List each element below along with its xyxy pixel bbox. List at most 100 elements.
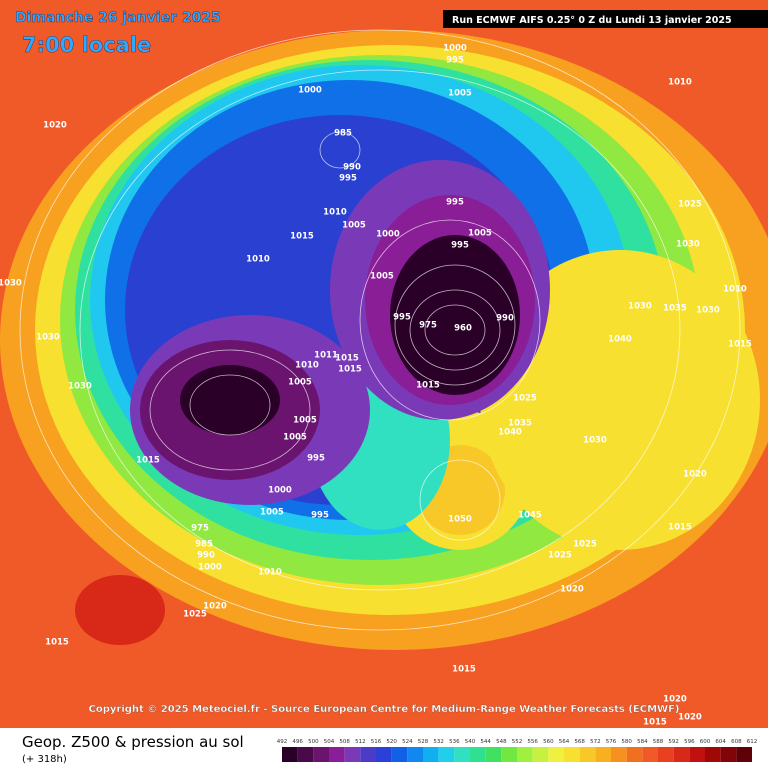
copyright: Copyright © 2025 Meteociel.fr - Source E… <box>89 704 680 715</box>
pressure-label: 1020 <box>683 470 707 480</box>
colorbar-band <box>407 747 423 762</box>
footer-title: Geop. Z500 & pression au sol <box>22 733 244 751</box>
pressure-label: 1035 <box>508 419 532 429</box>
colorbar-tick-label: 564 <box>559 739 570 745</box>
pressure-label: 1010 <box>323 208 347 218</box>
pressure-label: 1005 <box>342 221 366 231</box>
colorbar-tick-label: 532 <box>433 739 444 745</box>
pressure-label: 1040 <box>608 335 632 345</box>
pressure-label: 1030 <box>0 279 22 289</box>
pressure-label: 1000 <box>268 486 292 496</box>
colorbar-tick-label: 536 <box>449 739 460 745</box>
pressure-label: 1005 <box>370 272 394 282</box>
date-label: Dimanche 26 janvier 2025 <box>15 10 221 26</box>
pressure-label: 995 <box>451 241 469 251</box>
pressure-label: 1000 <box>198 563 222 573</box>
colorbar-band <box>564 747 580 762</box>
pressure-label: 1035 <box>663 304 687 314</box>
colorbar-tick-label: 556 <box>527 739 538 745</box>
colorbar-tick-label: 604 <box>715 739 726 745</box>
pressure-label: 1000 <box>376 230 400 240</box>
pressure-label: 1045 <box>518 511 542 521</box>
pressure-label: 1040 <box>498 428 522 438</box>
pressure-label: 1025 <box>513 394 537 404</box>
pressure-label: 1050 <box>448 515 472 525</box>
colorbar-tick-label: 560 <box>543 739 554 745</box>
colorbar-band <box>705 747 721 762</box>
colorbar-tick-label: 524 <box>402 739 413 745</box>
pressure-label: 1000 <box>443 44 467 54</box>
footer-lead: (+ 318h) <box>22 754 67 765</box>
colorbar-band <box>720 747 737 762</box>
pressure-labels: 1000995100510101000102098599099599510101… <box>0 44 752 728</box>
pressure-label: 1010 <box>723 285 747 295</box>
pressure-label: 995 <box>446 56 464 66</box>
pressure-label: 1015 <box>136 456 160 466</box>
pressure-label: 1030 <box>68 382 92 392</box>
run-box <box>443 10 768 28</box>
pressure-label: 1015 <box>668 523 692 533</box>
pressure-label: 995 <box>446 198 464 208</box>
colorbar-tick-label: 596 <box>684 739 695 745</box>
pressure-label: 990 <box>197 551 215 561</box>
pressure-label: 1005 <box>283 433 307 443</box>
colorbar-band <box>626 747 643 762</box>
pressure-label: 1015 <box>290 232 314 242</box>
colorbar-tick-label: 552 <box>512 739 523 745</box>
pressure-label: 1005 <box>293 416 317 426</box>
colorbar-band <box>438 747 455 762</box>
pressure-label: 1030 <box>628 302 652 312</box>
pressure-label: 1030 <box>676 240 700 250</box>
pressure-label: 1020 <box>663 695 687 705</box>
colorbar-band <box>595 747 611 762</box>
pressure-label: 1030 <box>36 333 60 343</box>
pressure-label: 1005 <box>468 229 492 239</box>
colorbar-band <box>673 747 690 762</box>
pressure-label: 960 <box>454 324 472 334</box>
colorbar-tick-label: 592 <box>668 739 679 745</box>
colorbar-tick-label: 496 <box>292 739 303 745</box>
colorbar-tick-label: 544 <box>480 739 491 745</box>
colorbar-tick-label: 520 <box>386 739 397 745</box>
colorbar-tick-label: 576 <box>606 739 617 745</box>
colorbar-band <box>376 747 392 762</box>
pressure-label: 995 <box>393 313 411 323</box>
colorbar-tick-label: 572 <box>590 739 601 745</box>
colorbar-band <box>282 747 298 762</box>
pressure-label: 990 <box>496 314 514 324</box>
colorbar-band <box>360 747 376 762</box>
pressure-label: 985 <box>195 540 213 550</box>
pressure-label: 975 <box>191 524 209 534</box>
colorbar-band <box>642 747 658 762</box>
colorbar-band <box>517 747 533 762</box>
colorbar-band <box>297 747 314 762</box>
colorbar-band <box>470 747 486 762</box>
pressure-label: 1005 <box>288 378 312 388</box>
pressure-label: 1010 <box>246 255 270 265</box>
pressure-label: 1015 <box>338 365 362 375</box>
colorbar-band <box>313 747 329 762</box>
pressure-label: 1015 <box>643 718 667 728</box>
pressure-label: 1025 <box>573 540 597 550</box>
colorbar-tick-label: 540 <box>465 739 476 745</box>
colorbar-tick-label: 584 <box>637 739 648 745</box>
colorbar-tick-label: 548 <box>496 739 507 745</box>
colorbar-band <box>548 747 564 762</box>
colorbar-tick-label: 500 <box>308 739 319 745</box>
pressure-label: 1020 <box>203 602 227 612</box>
colorbar-band <box>689 747 705 762</box>
colorbar-tick-label: 612 <box>747 739 758 745</box>
pressure-label: 1000 <box>298 86 322 96</box>
colorbar-tick-label: 528 <box>418 739 429 745</box>
colorbar-band <box>532 747 549 762</box>
colorbar-band <box>501 747 517 762</box>
run-label: Run ECMWF AIFS 0.25° 0 Z du Lundi 13 jan… <box>452 15 732 26</box>
colorbar-tick-label: 504 <box>324 739 335 745</box>
colorbar-tick-label: 580 <box>621 739 632 745</box>
pressure-label: 1010 <box>258 568 282 578</box>
colorbar: 492 496 500 504 508 512 516 520 524 528 532 536 540 5… <box>277 739 758 762</box>
colorbar-band <box>423 747 439 762</box>
pressure-label: 1020 <box>43 121 67 131</box>
pressure-label: 1025 <box>548 551 572 561</box>
geopotential-field <box>0 30 768 650</box>
